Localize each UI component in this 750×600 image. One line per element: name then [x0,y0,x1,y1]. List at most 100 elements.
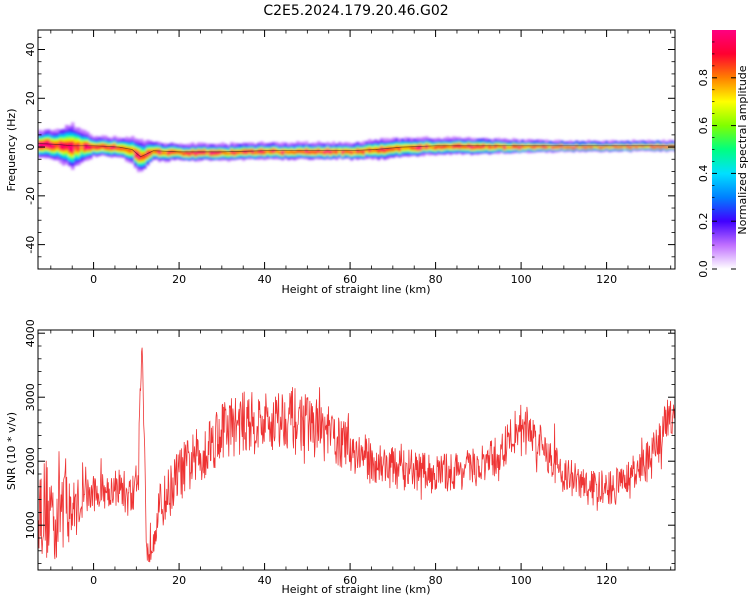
heatmap-cell [59,160,63,164]
heatmap-cell [92,136,96,140]
heatmap-cell [569,140,573,144]
heatmap-cell [644,140,648,144]
heatmap-cell [641,140,645,144]
heatmap-cell [542,140,546,143]
heatmap-cell [353,143,357,146]
spectrogram-panel: 0 20 40 60 80 100 120 -40 -20 0 20 40 Height of str… [5,29,676,296]
heatmap-cell [503,138,507,141]
heatmap-cell [512,138,516,141]
heatmap-cell [83,130,87,133]
heatmap-cell [71,126,75,129]
heatmap-cell [185,144,189,147]
heatmap-cell [155,141,159,145]
heatmap-cell [131,161,135,164]
heatmap-cell [332,141,336,145]
snr-x-tick-label: 60 [343,574,357,587]
spectrogram-x-axis-label: Height of straight line (km) [281,283,430,296]
heatmap-cell [74,127,78,130]
heatmap-cell [494,138,498,141]
heatmap-cell [125,136,129,140]
heatmap-cell [629,141,633,145]
heatmap-cell [317,141,321,144]
heatmap-cell [473,138,477,141]
colorbar-tick-label: 0.0 [697,260,710,278]
heatmap-cell [581,141,585,144]
colorbar-tick-label: 0.8 [697,69,710,87]
heatmap-cell [464,137,468,141]
heatmap-cell [437,137,441,141]
heatmap-cell [350,143,354,146]
heatmap-cell [659,141,663,144]
heatmap-cell [383,138,387,141]
heatmap-cell [377,140,381,143]
snr-x-axis-label: Height of straight line (km) [281,583,430,596]
heatmap-cell [146,139,150,143]
heatmap-cell [197,142,201,145]
heatmap-cell [242,142,246,146]
heatmap-cell [560,140,564,144]
heatmap-cell [482,138,486,141]
heatmap-cell [500,139,504,142]
heatmap-cell [419,137,423,141]
heatmap-cell [455,137,459,140]
heatmap-cell [188,143,192,147]
heatmap-cell [476,138,480,142]
colorbar-gradient [712,30,736,269]
heatmap-cell [404,137,408,140]
figure-title: C2E5.2024.179.20.46.G02 [263,3,448,19]
heatmap-cell [518,139,522,143]
heatmap-cell [239,143,243,147]
heatmap-cell [44,129,48,133]
heatmap-cell [116,137,120,140]
heatmap-cell [119,137,123,141]
heatmap-cell [104,135,108,139]
heatmap-cell [302,141,306,145]
heatmap-cell [170,142,174,146]
heatmap-cell [440,139,444,142]
heatmap-cell [38,129,42,133]
heatmap-cell [611,140,615,143]
heatmap-cell [191,142,195,145]
heatmap-cell [383,140,387,143]
heatmap-cell [461,138,465,142]
heatmap-cell [125,159,129,162]
heatmap-cell [77,127,81,131]
heatmap-cell [395,137,399,141]
heatmap-cell [488,139,492,142]
spectrogram-y-tick-label: -20 [24,187,37,205]
heatmap-cell [263,142,267,146]
heatmap-cell [557,139,561,143]
heatmap-cell [38,131,42,135]
heatmap-cell [200,142,204,146]
heatmap-cell [308,143,312,147]
heatmap-cell [398,138,402,141]
heatmap-cell [98,136,102,140]
heatmap-cell [182,144,186,148]
heatmap-cell [515,139,519,142]
heatmap-cell [647,139,651,143]
heatmap-cell [80,129,84,132]
heatmap-cell [224,143,228,147]
heatmap-cell [620,141,624,144]
heatmap-cell [53,129,57,133]
heatmap-cell [536,139,540,143]
heatmap-cell [134,165,138,169]
heatmap-cell [161,143,165,146]
heatmap-cell [113,135,117,139]
heatmap-cell [575,140,579,144]
heatmap-cell [530,139,534,143]
heatmap-cell [431,138,435,142]
heatmap-cell [410,137,414,141]
colorbar-tick-label: 0.6 [697,117,710,135]
colorbar: 0.0 0.2 0.4 0.6 0.8 Normalized spectral ampl… [697,30,749,278]
heatmap-cell [41,130,45,134]
heatmap-cell [158,142,162,145]
heatmap-cell [56,128,60,132]
heatmap-cell [110,137,114,141]
heatmap-cell [671,140,675,144]
heatmap-cell [254,144,258,147]
spectrogram-y-tick-label: 20 [24,91,37,105]
heatmap-cell [380,138,384,141]
heatmap-cell [443,137,447,141]
heatmap-cell [269,142,273,146]
